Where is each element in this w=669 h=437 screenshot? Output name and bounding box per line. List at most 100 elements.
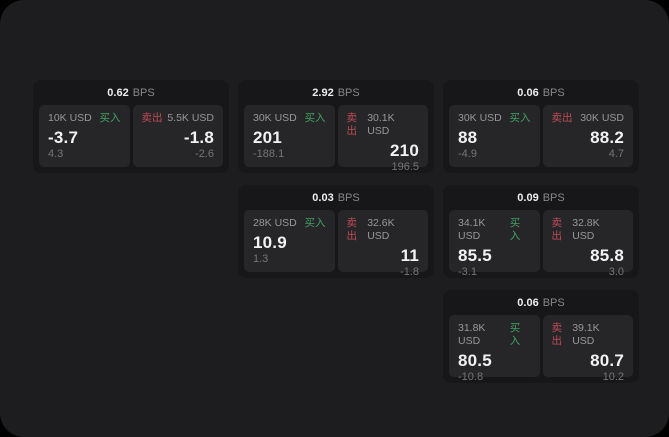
quote-panels: 30K USD 买入 88 -4.9 卖出 30K USD 88.2 4.7: [449, 105, 633, 167]
sell-tile-top: 卖出 32.8K USD: [552, 217, 625, 243]
sell-sub-value: 4.7: [608, 148, 624, 160]
bps-value: 0.06: [517, 297, 539, 309]
buy-sub-value: -4.9: [458, 148, 477, 160]
sell-price: 11: [400, 246, 419, 265]
buy-tile-top: 28K USD 买入: [253, 217, 326, 230]
quote-card: 0.62 BPS 10K USD 买入 -3.7 4.3 卖出 5.5K USD …: [33, 80, 229, 173]
buy-tile-top: 30K USD 买入: [458, 112, 531, 125]
buy-price: 80.5: [458, 351, 492, 370]
sell-label: 卖出: [551, 112, 573, 124]
sell-label: 卖出: [141, 112, 163, 124]
buy-tile[interactable]: 31.8K USD 买入 80.5 -10.8: [449, 315, 540, 383]
quote-card: 2.92 BPS 30K USD 买入 201 -188.1 卖出 30.1K U…: [238, 80, 434, 173]
bps-header: 0.06 BPS: [449, 295, 633, 315]
quote-cards-grid: 0.62 BPS 10K USD 买入 -3.7 4.3 卖出 5.5K USD …: [33, 80, 639, 383]
buy-tile[interactable]: 30K USD 买入 201 -188.1: [244, 105, 335, 167]
bps-unit-label: BPS: [542, 87, 565, 99]
bps-value: 0.09: [517, 192, 539, 204]
bps-value: 2.92: [312, 87, 334, 99]
sell-amount: 5.5K USD: [167, 112, 214, 124]
bps-header: 0.09 BPS: [449, 190, 633, 210]
buy-label: 买入: [304, 217, 326, 229]
sell-price: 85.8: [590, 246, 624, 265]
buy-label: 买入: [304, 112, 326, 124]
sell-label: 卖出: [346, 217, 358, 242]
buy-price: 88: [458, 128, 478, 147]
sell-label: 卖出: [346, 112, 358, 137]
sell-tile-top: 卖出 5.5K USD: [142, 112, 215, 125]
buy-sub-value: -188.1: [253, 148, 285, 160]
buy-tile[interactable]: 34.1K USD 买入 85.5 -3.1: [449, 210, 540, 278]
quote-panels: 34.1K USD 买入 85.5 -3.1 卖出 32.8K USD 85.8…: [449, 210, 633, 278]
buy-price: -3.7: [48, 128, 79, 147]
buy-sub-value: 1.3: [253, 253, 269, 265]
quote-card: 0.06 BPS 31.8K USD 买入 80.5 -10.8 卖出 39.1K…: [443, 290, 639, 383]
buy-amount: 30K USD: [253, 112, 297, 124]
quote-card: 0.03 BPS 28K USD 买入 10.9 1.3 卖出 32.6K USD…: [238, 185, 434, 278]
sell-amount: 30.1K USD: [367, 112, 395, 137]
sell-sub-value: -1.8: [400, 266, 419, 278]
sell-label: 卖出: [551, 217, 563, 242]
sell-price: 88.2: [590, 128, 624, 147]
sell-tile-top: 卖出 39.1K USD: [552, 322, 625, 348]
buy-tile[interactable]: 28K USD 买入 10.9 1.3: [244, 210, 335, 272]
bps-value: 0.03: [312, 192, 334, 204]
sell-price: 80.7: [590, 351, 624, 370]
sell-tile[interactable]: 卖出 32.8K USD 85.8 3.0: [542, 210, 633, 278]
sell-amount: 30K USD: [580, 112, 624, 124]
sell-tile-top: 卖出 32.6K USD: [347, 217, 420, 243]
bps-value: 0.62: [107, 87, 129, 99]
buy-price: 201: [253, 128, 282, 147]
quote-panels: 31.8K USD 买入 80.5 -10.8 卖出 39.1K USD 80.…: [449, 315, 633, 383]
sell-label: 卖出: [551, 322, 563, 347]
quote-panels: 30K USD 买入 201 -188.1 卖出 30.1K USD 210 1…: [244, 105, 428, 173]
buy-sub-value: 4.3: [48, 148, 64, 160]
sell-sub-value: 196.5: [391, 161, 419, 173]
sell-price: -1.8: [183, 128, 214, 147]
quote-panels: 10K USD 买入 -3.7 4.3 卖出 5.5K USD -1.8 -2.…: [39, 105, 223, 167]
bps-header: 0.62 BPS: [39, 85, 223, 105]
sell-tile[interactable]: 卖出 32.6K USD 11 -1.8: [337, 210, 428, 278]
buy-price: 10.9: [253, 233, 287, 252]
buy-tile[interactable]: 10K USD 买入 -3.7 4.3: [39, 105, 130, 167]
bps-unit-label: BPS: [337, 192, 360, 204]
sell-sub-value: 3.0: [608, 266, 624, 278]
sell-tile[interactable]: 卖出 5.5K USD -1.8 -2.6: [132, 105, 223, 167]
bps-unit-label: BPS: [132, 87, 155, 99]
bps-header: 0.06 BPS: [449, 85, 633, 105]
sell-sub-value: -2.6: [195, 148, 214, 160]
buy-amount: 30K USD: [458, 112, 502, 124]
sell-amount: 39.1K USD: [572, 322, 600, 347]
buy-tile-top: 31.8K USD 买入: [458, 322, 531, 348]
buy-label: 买入: [99, 112, 121, 124]
sell-tile[interactable]: 卖出 30K USD 88.2 4.7: [542, 105, 633, 167]
bps-header: 2.92 BPS: [244, 85, 428, 105]
sell-tile[interactable]: 卖出 30.1K USD 210 196.5: [337, 105, 428, 173]
buy-label: 买入: [509, 112, 531, 124]
bps-unit-label: BPS: [542, 192, 565, 204]
sell-amount: 32.6K USD: [367, 217, 395, 242]
buy-tile-top: 10K USD 买入: [48, 112, 121, 125]
sell-tile-top: 卖出 30.1K USD: [347, 112, 420, 138]
buy-amount: 34.1K USD: [458, 217, 486, 242]
sell-price: 210: [390, 141, 419, 160]
buy-sub-value: -3.1: [458, 266, 477, 278]
quote-panels: 28K USD 买入 10.9 1.3 卖出 32.6K USD 11 -1.8: [244, 210, 428, 278]
buy-label: 买入: [509, 217, 521, 242]
sell-amount: 32.8K USD: [572, 217, 600, 242]
sell-sub-value: 10.2: [602, 371, 624, 383]
buy-tile-top: 30K USD 买入: [253, 112, 326, 125]
bps-unit-label: BPS: [337, 87, 360, 99]
bps-value: 0.06: [517, 87, 539, 99]
buy-label: 买入: [509, 322, 521, 347]
quote-card: 0.06 BPS 30K USD 买入 88 -4.9 卖出 30K USD 88…: [443, 80, 639, 173]
buy-amount: 31.8K USD: [458, 322, 486, 347]
sell-tile[interactable]: 卖出 39.1K USD 80.7 10.2: [542, 315, 633, 383]
buy-tile[interactable]: 30K USD 买入 88 -4.9: [449, 105, 540, 167]
buy-amount: 10K USD: [48, 112, 92, 124]
buy-price: 85.5: [458, 246, 492, 265]
buy-sub-value: -10.8: [458, 371, 484, 383]
buy-amount: 28K USD: [253, 217, 297, 229]
bps-header: 0.03 BPS: [244, 190, 428, 210]
